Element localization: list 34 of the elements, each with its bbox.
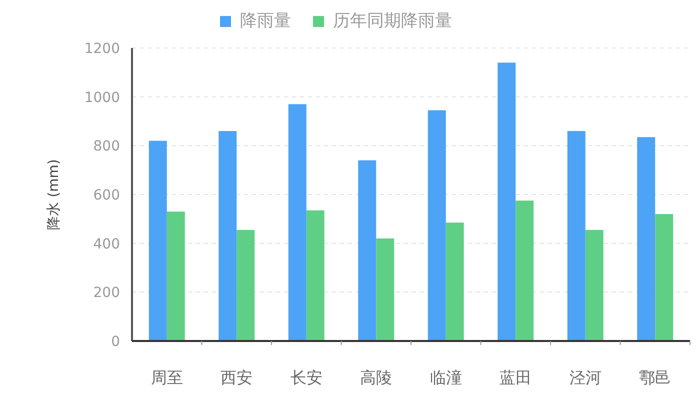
bar [236,230,255,341]
x-tick-label: 高陵 [360,368,392,387]
bar [516,200,534,341]
y-tick-label: 400 [93,236,120,252]
bar [637,137,656,341]
legend-label: 降雨量 [240,11,291,31]
bar [376,238,394,341]
bar [306,210,324,341]
x-tick-label: 周至 [150,368,183,387]
bar [358,160,376,341]
bar [428,110,446,341]
x-tick-label: 泾河 [569,368,602,387]
y-tick-label: 600 [93,188,120,204]
y-tick-label: 0 [111,334,120,350]
y-tick-label: 800 [93,138,120,155]
legend-label: 历年同期降雨量 [333,11,452,31]
x-tick-label: 蓝田 [500,368,532,387]
x-tick-label: 临潼 [430,368,462,387]
bar [655,214,674,341]
x-tick-label: 西安 [220,368,253,387]
bar [148,140,167,341]
bar [498,62,516,341]
y-tick-label: 200 [93,285,120,302]
bar [288,104,306,341]
bar [166,212,185,341]
bar [567,131,586,341]
x-tick-label: 长安 [290,368,322,387]
y-tick-label: 1000 [84,90,120,106]
bar [585,230,604,341]
y-axis-title: 降水 (mm) [46,159,62,230]
bar [446,222,464,341]
x-tick-label: 鄠邑 [639,368,672,387]
y-tick-label: 1200 [84,41,120,57]
bar [218,131,237,341]
